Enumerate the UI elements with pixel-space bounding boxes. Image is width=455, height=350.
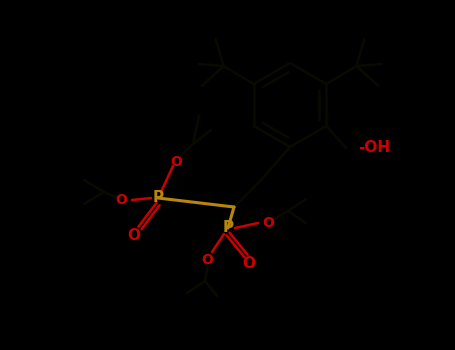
Text: P: P [152, 190, 163, 205]
Text: O: O [262, 216, 274, 230]
Text: O: O [115, 193, 127, 207]
Text: -OH: -OH [358, 140, 390, 155]
Text: P: P [222, 220, 233, 236]
Text: O: O [243, 257, 256, 272]
Text: O: O [127, 229, 141, 244]
Text: O: O [201, 253, 213, 267]
Text: O: O [170, 155, 182, 169]
